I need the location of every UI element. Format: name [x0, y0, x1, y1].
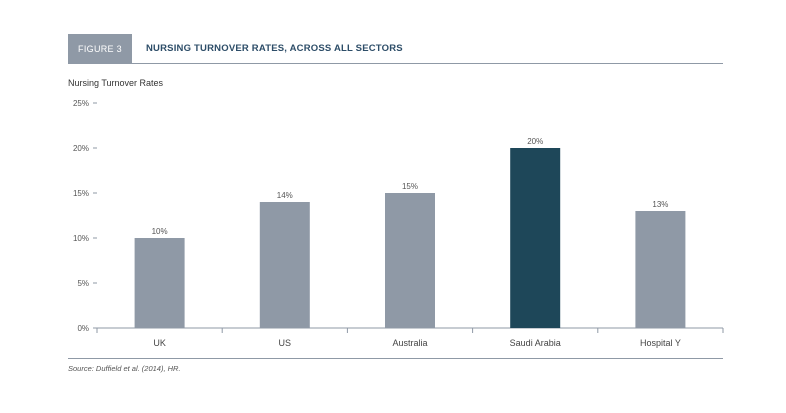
data-label: 20%: [527, 137, 543, 146]
data-label: 14%: [277, 191, 293, 200]
y-tick-label: 0%: [77, 324, 89, 333]
y-tick-label: 10%: [73, 234, 89, 243]
y-tick-label: 5%: [77, 279, 89, 288]
x-tick-label: Australia: [392, 338, 427, 348]
data-label: 13%: [652, 200, 668, 209]
x-tick-label: Saudi Arabia: [510, 338, 561, 348]
data-label: 15%: [402, 182, 418, 191]
y-tick-label: 15%: [73, 189, 89, 198]
x-tick-label: Hospital Y: [640, 338, 681, 348]
y-tick-label: 20%: [73, 144, 89, 153]
data-label: 10%: [152, 227, 168, 236]
y-tick-label: 25%: [73, 99, 89, 108]
bar: [259, 202, 310, 328]
x-tick-label: UK: [153, 338, 166, 348]
bar: [385, 193, 435, 328]
bar: [134, 238, 185, 328]
source-note: Source: Duffield et al. (2014), HR.: [68, 364, 181, 373]
bar: [510, 148, 561, 328]
footer-divider: [68, 358, 723, 359]
bar: [635, 211, 686, 328]
figure-title: NURSING TURNOVER RATES, ACROSS ALL SECTO…: [146, 43, 403, 54]
figure-header: FIGURE 3 NURSING TURNOVER RATES, ACROSS …: [68, 34, 723, 64]
x-tick-label: US: [279, 338, 292, 348]
header-divider: [68, 63, 723, 64]
chart-title: Nursing Turnover Rates: [68, 78, 164, 88]
figure-tag: FIGURE 3: [68, 34, 132, 63]
